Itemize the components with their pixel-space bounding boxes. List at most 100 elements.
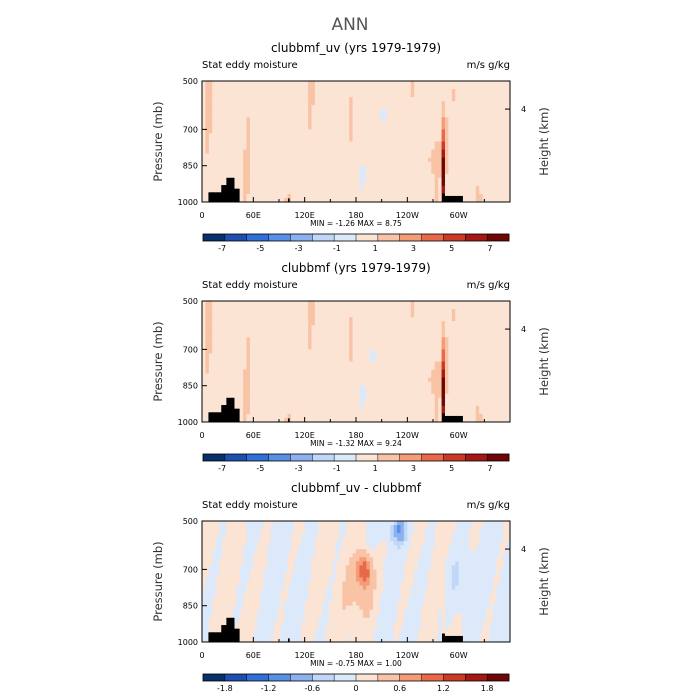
heatmap-cell (376, 317, 381, 322)
heatmap-cell (427, 129, 432, 134)
heatmap-cell (314, 185, 319, 191)
heatmap-cell (503, 333, 507, 338)
heatmap-cell (482, 349, 487, 354)
heatmap-cell (438, 341, 442, 346)
heatmap-cell (273, 125, 278, 130)
heatmap-cell (297, 197, 302, 203)
heatmap-cell (290, 129, 295, 134)
heatmap-cell (393, 137, 398, 142)
heatmap-cell (308, 333, 312, 338)
heatmap-cell (373, 173, 377, 179)
heatmap-cell (332, 165, 336, 171)
heatmap-cell (270, 197, 275, 203)
heatmap-cell (256, 181, 261, 187)
heatmap-cell (475, 157, 480, 163)
heatmap-cell (356, 301, 360, 306)
heatmap-cell (489, 81, 494, 86)
heatmap-cell (256, 193, 261, 199)
heatmap-cell (376, 181, 381, 187)
heatmap-cell (232, 185, 237, 191)
heatmap-cell (321, 365, 326, 370)
heatmap-cell (338, 325, 343, 330)
heatmap-cell (294, 89, 299, 94)
heatmap-cell (506, 173, 511, 179)
heatmap-cell (366, 313, 371, 318)
heatmap-cell (386, 385, 391, 391)
heatmap-cell (335, 341, 340, 346)
heatmap-cell (236, 125, 241, 130)
heatmap-cell (267, 137, 271, 142)
heatmap-cell (202, 89, 206, 94)
heatmap-cell (205, 89, 210, 94)
heatmap-cell (359, 345, 364, 350)
heatmap-cell (362, 345, 367, 350)
heatmap-cell (462, 349, 466, 354)
heatmap-cell (414, 345, 418, 350)
heatmap-cell (349, 141, 353, 146)
heatmap-cell (280, 321, 285, 326)
heatmap-cell (277, 181, 282, 187)
heatmap-cell (304, 177, 309, 183)
heatmap-cell (256, 161, 261, 167)
heatmap-cell (277, 337, 282, 342)
heatmap-cell (277, 105, 282, 110)
heatmap-cell (444, 173, 449, 179)
heatmap-cell (342, 329, 347, 334)
heatmap-cell (314, 165, 319, 171)
heatmap-cell (424, 361, 429, 366)
heatmap-cell (407, 113, 412, 118)
heatmap-cell (338, 125, 343, 130)
heatmap-cell (202, 153, 206, 159)
heatmap-cell (492, 153, 497, 159)
heatmap-cell (472, 85, 477, 90)
heatmap-cell (328, 381, 333, 387)
heatmap-cell (328, 325, 333, 330)
heatmap-cell (246, 89, 251, 94)
heatmap-cell (468, 153, 473, 159)
heatmap-cell (236, 97, 241, 102)
heatmap-cell (462, 361, 466, 366)
heatmap-cell (318, 301, 323, 306)
heatmap-cell (236, 393, 241, 399)
heatmap-cell (486, 101, 490, 106)
heatmap-cell (335, 329, 340, 334)
heatmap-cell (383, 165, 388, 171)
heatmap-cell (208, 113, 213, 118)
heatmap-cell (421, 165, 425, 171)
heatmap-cell (345, 153, 350, 159)
heatmap-cell (239, 353, 244, 358)
heatmap-cell (503, 197, 507, 203)
heatmap-cell (414, 145, 418, 150)
heatmap-cell (215, 317, 220, 322)
heatmap-cell (421, 381, 425, 387)
heatmap-cell (376, 121, 381, 126)
heatmap-cell (414, 153, 418, 159)
heatmap-cell (362, 93, 367, 98)
heatmap-cell (338, 181, 343, 187)
heatmap-cell (397, 185, 401, 191)
heatmap-cell (249, 349, 254, 354)
heatmap-cell (465, 369, 470, 374)
heatmap-cell (349, 93, 353, 98)
heatmap-cell (397, 113, 401, 118)
heatmap-cell (496, 173, 501, 179)
heatmap-cell (260, 305, 264, 310)
heatmap-cell (431, 393, 436, 399)
heatmap-cell (239, 89, 244, 94)
heatmap-cell (270, 341, 275, 346)
heatmap-cell (215, 97, 220, 102)
heatmap-cell (462, 197, 466, 203)
heatmap-cell (414, 361, 418, 366)
heatmap-cell (403, 129, 408, 134)
heatmap-cell (393, 385, 398, 391)
heatmap-cell (383, 105, 388, 110)
heatmap-cell (400, 89, 405, 94)
heatmap-cell (243, 357, 247, 362)
heatmap-cell (499, 305, 504, 310)
heatmap-cell (410, 305, 415, 310)
heatmap-cell (393, 381, 398, 387)
heatmap-cell (349, 169, 353, 175)
heatmap-cell (438, 125, 442, 130)
heatmap-cell (352, 173, 357, 179)
heatmap-cell (273, 353, 278, 358)
